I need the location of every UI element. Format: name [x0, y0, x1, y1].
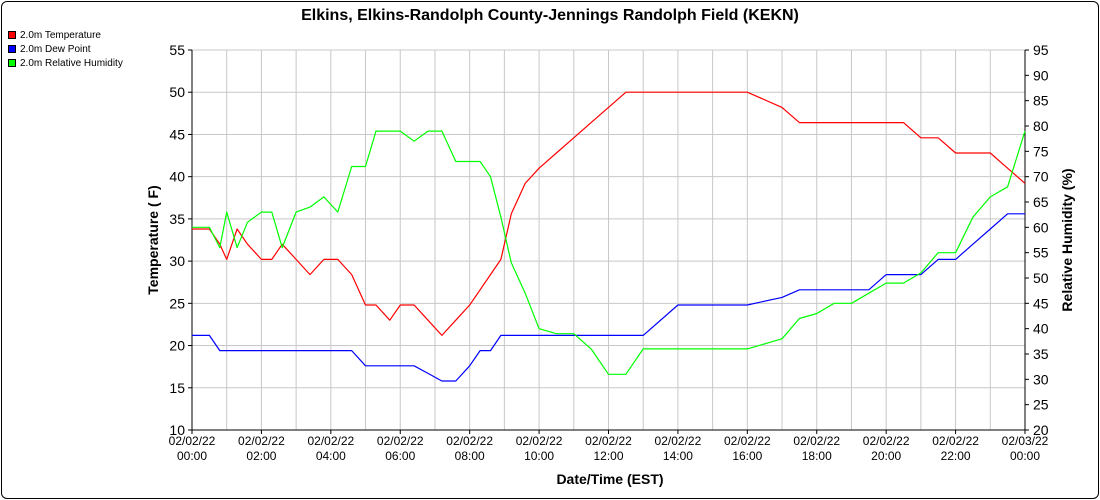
x-tick-label-date: 02/02/22: [307, 434, 354, 448]
y-tick-label-right: 65: [1033, 194, 1049, 210]
legend-item-dew-point: 2.0m Dew Point: [8, 42, 123, 56]
x-axis-label: Date/Time (EST): [556, 471, 663, 487]
x-tick-label-time: 18:00: [802, 449, 832, 463]
x-tick-label-date: 02/02/22: [863, 434, 910, 448]
y-tick-label-right: 35: [1033, 346, 1049, 362]
x-tick-label-date: 02/02/22: [655, 434, 702, 448]
x-tick-label-date: 02/02/22: [793, 434, 840, 448]
legend-swatch-temperature: [8, 31, 16, 39]
legend-label-dew-point: 2.0m Dew Point: [20, 43, 91, 55]
x-tick-label-time: 06:00: [385, 449, 415, 463]
x-tick-label-date: 02/02/22: [446, 434, 493, 448]
y-tick-label-left: 10: [169, 422, 185, 438]
x-tick-label-date: 02/02/22: [238, 434, 285, 448]
x-tick-label-time: 00:00: [177, 449, 207, 463]
x-tick-label-date: 02/03/22: [1002, 434, 1049, 448]
x-tick-label-time: 08:00: [455, 449, 485, 463]
y-axis-label-left: Temperature ( F): [145, 185, 161, 294]
y-tick-label-right: 75: [1033, 143, 1049, 159]
y-tick-label-left: 25: [169, 295, 185, 311]
x-tick-label-time: 20:00: [871, 449, 901, 463]
x-tick-label-date: 02/02/22: [377, 434, 424, 448]
legend-label-temperature: 2.0m Temperature: [20, 29, 101, 41]
y-tick-label-right: 70: [1033, 169, 1049, 185]
x-tick-label-time: 04:00: [316, 449, 346, 463]
legend-label-relative-humidity: 2.0m Relative Humidity: [20, 57, 123, 69]
x-tick-label-time: 16:00: [732, 449, 762, 463]
series-line-relative-humidity: [192, 130, 1026, 375]
x-tick-label-time: 10:00: [524, 449, 554, 463]
y-tick-label-right: 90: [1033, 67, 1049, 83]
y-tick-label-right: 85: [1033, 93, 1049, 109]
legend-item-temperature: 2.0m Temperature: [8, 28, 123, 42]
y-tick-label-right: 80: [1033, 118, 1049, 134]
x-tick-label-date: 02/02/22: [516, 434, 563, 448]
y-tick-label-left: 55: [169, 42, 185, 58]
x-tick-label-date: 02/02/22: [169, 434, 216, 448]
chart-title: Elkins, Elkins-Randolph County-Jennings …: [301, 7, 799, 24]
y-tick-label-right: 40: [1033, 321, 1049, 337]
y-tick-label-left: 45: [169, 126, 185, 142]
x-tick-label-date: 02/02/22: [932, 434, 979, 448]
x-tick-label-date: 02/02/22: [724, 434, 771, 448]
y-tick-label-right: 60: [1033, 219, 1049, 235]
x-tick-label-time: 14:00: [663, 449, 693, 463]
x-tick-label-time: 00:00: [1010, 449, 1040, 463]
y-tick-label-right: 45: [1033, 295, 1049, 311]
y-tick-label-left: 35: [169, 211, 185, 227]
y-tick-label-left: 20: [169, 338, 185, 354]
y-tick-label-right: 95: [1033, 42, 1049, 58]
y-axis-label-right: Relative Humidity (%): [1059, 168, 1075, 311]
legend-swatch-dew-point: [8, 45, 16, 53]
y-tick-label-right: 50: [1033, 270, 1049, 286]
y-tick-label-right: 55: [1033, 245, 1049, 261]
y-tick-label-right: 30: [1033, 371, 1049, 387]
legend-item-relative-humidity: 2.0m Relative Humidity: [8, 56, 123, 70]
y-tick-label-left: 15: [169, 380, 185, 396]
legend-swatch-relative-humidity: [8, 59, 16, 67]
x-tick-label-time: 02:00: [246, 449, 276, 463]
series-line-dew-point: [192, 213, 1025, 382]
y-tick-label-right: 25: [1033, 397, 1049, 413]
x-tick-label-time: 12:00: [593, 449, 623, 463]
y-tick-label-left: 40: [169, 169, 185, 185]
x-tick-label-date: 02/02/22: [585, 434, 632, 448]
y-tick-label-right: 20: [1033, 422, 1049, 438]
legend: 2.0m Temperature 2.0m Dew Point 2.0m Rel…: [8, 28, 123, 70]
series-line-temperature: [192, 91, 1026, 336]
y-tick-label-left: 30: [169, 253, 185, 269]
x-tick-label-time: 22:00: [941, 449, 971, 463]
y-tick-label-left: 50: [169, 84, 185, 100]
